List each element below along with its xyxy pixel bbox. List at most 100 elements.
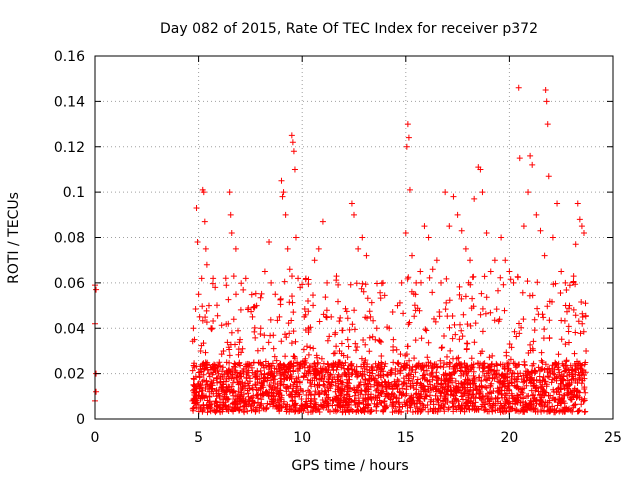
data-point	[462, 245, 469, 252]
data-point	[291, 166, 298, 173]
data-point	[574, 200, 581, 207]
data-point	[237, 336, 244, 343]
data-point	[570, 273, 577, 280]
data-point	[203, 261, 210, 268]
data-point	[562, 279, 569, 286]
data-point	[243, 375, 250, 382]
data-point	[272, 291, 279, 298]
data-point	[487, 268, 494, 275]
data-point	[409, 252, 416, 259]
data-point	[279, 193, 286, 200]
x-tick-label: 20	[500, 430, 518, 446]
data-point	[583, 347, 590, 354]
data-point	[332, 329, 339, 336]
data-point	[305, 325, 312, 332]
y-tick-label: 0.1	[63, 185, 85, 201]
data-point	[510, 279, 517, 286]
data-point	[537, 227, 544, 234]
data-point	[545, 173, 552, 180]
data-point	[282, 211, 289, 218]
data-point	[288, 132, 295, 139]
data-point	[290, 148, 297, 155]
data-point	[454, 211, 461, 218]
y-tick-label: 0	[76, 412, 85, 428]
data-point	[529, 161, 536, 168]
data-point	[506, 268, 513, 275]
data-point	[405, 134, 412, 141]
data-point	[315, 245, 322, 252]
y-tick-label: 0.06	[54, 276, 85, 292]
data-point	[278, 177, 285, 184]
data-point	[232, 245, 239, 252]
data-point	[359, 234, 366, 241]
data-point	[544, 121, 551, 128]
data-point	[458, 227, 465, 234]
data-point	[541, 252, 548, 259]
data-point	[228, 229, 235, 236]
data-point	[498, 234, 505, 241]
data-point	[297, 284, 304, 291]
data-point	[533, 211, 540, 218]
data-point	[268, 279, 275, 286]
data-point	[195, 291, 202, 298]
data-point	[363, 252, 370, 259]
data-point	[189, 397, 196, 404]
data-point	[284, 245, 291, 252]
data-point	[578, 223, 585, 230]
y-tick-label: 0.16	[54, 49, 85, 65]
data-point	[525, 189, 532, 196]
data-point	[554, 200, 561, 207]
data-point	[336, 347, 343, 354]
data-point	[403, 143, 410, 150]
x-tick-label: 5	[194, 430, 203, 446]
data-point	[202, 245, 209, 252]
x-tick-label: 25	[604, 430, 622, 446]
data-point	[226, 189, 233, 196]
data-points	[92, 84, 590, 404]
data-point	[566, 302, 573, 309]
data-point	[196, 313, 203, 320]
data-point	[295, 275, 302, 282]
data-point	[483, 229, 490, 236]
data-point	[502, 257, 509, 264]
data-point	[191, 336, 198, 343]
x-tick-label: 10	[293, 430, 311, 446]
data-point	[491, 257, 498, 264]
data-point	[212, 284, 219, 291]
data-point	[429, 266, 436, 273]
data-point	[289, 139, 296, 146]
data-point	[527, 152, 534, 159]
data-point	[201, 218, 208, 225]
x-axis-label: GPS time / hours	[291, 458, 408, 474]
data-point	[417, 268, 424, 275]
data-point	[386, 325, 393, 332]
y-axis-label: ROTI / TECUs	[6, 192, 22, 284]
data-point	[216, 359, 223, 366]
y-tick-label: 0.08	[54, 231, 85, 247]
data-point	[210, 275, 217, 282]
data-point	[549, 234, 556, 241]
data-point	[344, 336, 351, 343]
data-point	[340, 352, 347, 359]
data-point	[543, 98, 550, 105]
data-point	[301, 313, 308, 320]
data-point	[398, 279, 405, 286]
data-point	[406, 186, 413, 193]
data-point	[292, 234, 299, 241]
data-point	[433, 257, 440, 264]
data-point	[220, 347, 227, 354]
data-point	[479, 189, 486, 196]
data-point	[227, 211, 234, 218]
x-tick-label: 0	[91, 430, 100, 446]
data-point	[261, 268, 268, 275]
data-point	[413, 279, 420, 286]
data-point	[328, 313, 335, 320]
y-tick-label: 0.02	[54, 367, 85, 383]
data-point	[351, 211, 357, 218]
data-point	[200, 189, 207, 196]
data-point	[355, 245, 362, 252]
data-point	[230, 273, 237, 280]
data-point	[471, 195, 478, 202]
data-point	[421, 223, 428, 230]
